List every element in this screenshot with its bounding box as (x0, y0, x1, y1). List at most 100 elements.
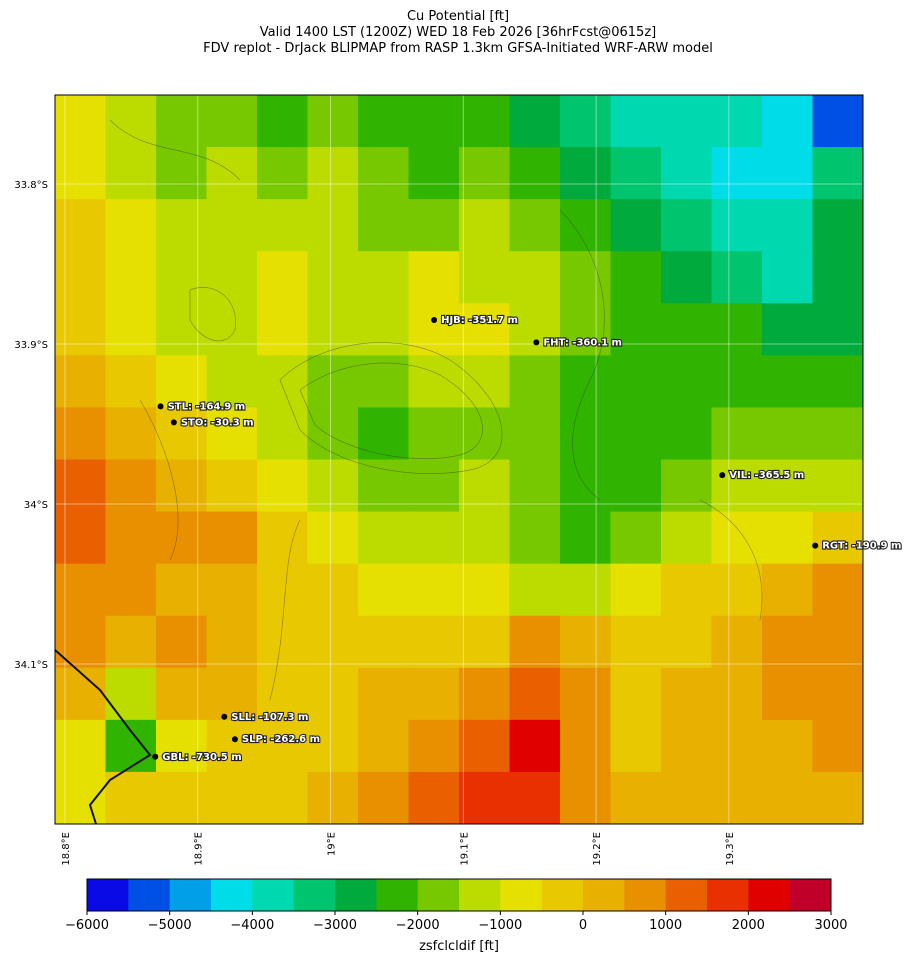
raster-cell (156, 251, 207, 304)
raster-cell (509, 615, 561, 669)
station-label: HJB: -351.7 m (441, 315, 518, 326)
raster-cell (459, 667, 510, 721)
raster-cell (358, 407, 409, 460)
colorbar-bin (789, 879, 832, 911)
raster-cell (509, 251, 561, 304)
raster-cell (812, 459, 864, 513)
raster-cell (610, 667, 662, 721)
raster-cell (610, 771, 662, 825)
raster-cell (509, 771, 561, 825)
raster-cell (156, 667, 207, 721)
raster-cell (206, 511, 258, 565)
raster-cell (610, 511, 662, 565)
colorbar-bin (335, 879, 377, 911)
raster-cell (762, 563, 813, 617)
raster-cell (711, 771, 763, 825)
raster-cell (661, 511, 712, 565)
raster-cell (105, 563, 157, 617)
colorbar-bin (748, 879, 790, 911)
map-frame (54, 94, 864, 825)
raster-cell (711, 719, 763, 773)
colorbar-tick-label: 2000 (732, 918, 765, 933)
raster-cell (812, 303, 864, 356)
raster-cell (408, 355, 460, 408)
raster-cell (408, 407, 460, 460)
raster-cell (762, 251, 813, 304)
raster-cell (156, 355, 207, 408)
colorbar: −6000 −5000 −4000 −3000 −2000 −1000 0 1000 2000 3… (65, 878, 848, 933)
raster-cell (257, 147, 308, 200)
raster-cell (206, 147, 258, 200)
raster-cell (156, 303, 207, 356)
raster-cell (257, 251, 308, 304)
raster-cell (459, 199, 510, 252)
raster-cell (55, 199, 106, 252)
raster-cell (257, 459, 308, 513)
raster-cell (661, 95, 712, 148)
raster-cell (762, 771, 813, 825)
raster-cell (762, 303, 813, 356)
raster-cell (105, 459, 157, 513)
raster-cell (257, 303, 308, 356)
raster-cell (408, 615, 460, 669)
raster-cell (812, 667, 864, 721)
raster-cell (156, 719, 207, 773)
raster-cell (509, 303, 561, 356)
raster-cell (661, 771, 712, 825)
raster-cell (459, 719, 510, 773)
raster-cell (358, 719, 409, 773)
raster-cell (55, 511, 106, 565)
raster-cell (105, 303, 157, 356)
coastline (54, 649, 152, 825)
station-label: STO: -30.3 m (181, 417, 254, 428)
raster-cell (661, 355, 712, 408)
y-tick-label: 34°S (24, 500, 48, 511)
raster-cell (560, 407, 611, 460)
station-marker (157, 403, 164, 410)
station-marker (533, 339, 540, 346)
raster-cell (156, 147, 207, 200)
raster-cell (711, 95, 763, 148)
raster-cell (762, 719, 813, 773)
raster (55, 95, 864, 825)
raster-cell (358, 95, 409, 148)
station-marker (221, 713, 228, 720)
raster-cell (459, 251, 510, 304)
raster-cell (459, 771, 510, 825)
colorbar-tick-label: 3000 (814, 918, 847, 933)
raster-cell (307, 303, 359, 356)
raster-cell (358, 355, 409, 408)
raster-cell (560, 303, 611, 356)
raster-cell (560, 511, 611, 565)
raster-cell (55, 355, 106, 408)
raster-cell (661, 303, 712, 356)
colorbar-tick-label: −5000 (148, 918, 192, 933)
raster-cell (459, 511, 510, 565)
raster-cell (509, 719, 561, 773)
raster-cell (206, 667, 258, 721)
raster-cell (358, 667, 409, 721)
raster-cell (509, 563, 561, 617)
raster-cell (105, 199, 157, 252)
raster-cell (610, 719, 662, 773)
raster-cell (257, 719, 308, 773)
raster-cell (408, 719, 460, 773)
raster-cell (105, 615, 157, 669)
raster-cell (408, 303, 460, 356)
title-line: Cu Potential [ft] (407, 9, 509, 24)
station-marker (231, 736, 238, 743)
colorbar-label: zsfclcldif [ft] (419, 939, 499, 954)
raster-cell (812, 95, 864, 148)
raster-cell (408, 147, 460, 200)
station-marker (719, 472, 726, 479)
raster-cell (711, 667, 763, 721)
colorbar-bin (376, 879, 418, 911)
y-tick-label: 33.9°S (14, 340, 48, 351)
x-tick-label: 19.3°E (725, 832, 736, 866)
raster-cell (661, 563, 712, 617)
raster-cell (560, 95, 611, 148)
raster-cell (711, 407, 763, 460)
raster-cell (560, 199, 611, 252)
colorbar-frame (86, 878, 832, 912)
raster-cell (307, 459, 359, 513)
